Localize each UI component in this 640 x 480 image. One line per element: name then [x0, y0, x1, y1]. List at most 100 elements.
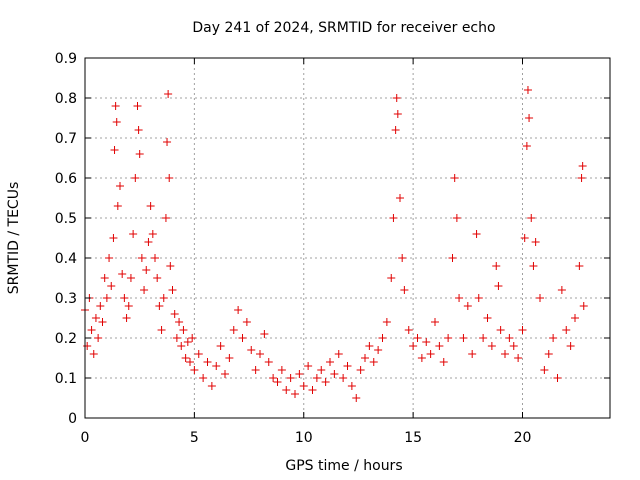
data-point: [181, 354, 190, 362]
data-point: [523, 86, 532, 94]
y-tick-label: 0.3: [55, 291, 77, 307]
data-point: [317, 366, 326, 374]
data-point: [452, 214, 461, 222]
data-point: [165, 174, 174, 182]
data-point: [113, 202, 122, 210]
data-point: [190, 366, 199, 374]
data-point: [116, 182, 124, 190]
x-tick-label: 15: [404, 430, 422, 446]
data-point: [522, 142, 531, 150]
data-point: [531, 238, 540, 246]
data-point: [422, 338, 431, 346]
y-tick-label: 0.4: [55, 251, 77, 267]
data-point: [161, 214, 170, 222]
data-point: [295, 370, 304, 378]
data-point: [557, 286, 566, 294]
data-point: [431, 318, 439, 326]
data-point: [553, 374, 562, 382]
data-point: [514, 354, 523, 362]
data-point: [518, 326, 527, 334]
data-point: [505, 334, 514, 342]
data-point: [487, 342, 496, 350]
data-point: [391, 126, 400, 134]
data-point: [286, 374, 295, 382]
data-point: [96, 302, 105, 310]
plot-frame: [84, 57, 611, 419]
data-point: [148, 230, 157, 238]
data-point: [194, 350, 203, 358]
data-point: [393, 110, 402, 118]
data-point: [91, 314, 100, 322]
data-point: [188, 334, 197, 342]
data-point: [501, 350, 509, 358]
data-point: [312, 374, 321, 382]
data-point: [347, 382, 356, 390]
data-point: [339, 374, 348, 382]
x-tick-label: 10: [295, 430, 313, 446]
data-point: [264, 358, 273, 366]
data-point: [146, 202, 155, 210]
data-point: [413, 334, 422, 342]
data-point: [183, 338, 192, 346]
data-point: [389, 214, 398, 222]
y-tick-label: 0.5: [55, 211, 77, 227]
data-point: [374, 346, 383, 354]
data-point: [575, 262, 584, 270]
x-tick-label: 0: [81, 430, 90, 446]
data-point: [177, 342, 186, 350]
x-tick-label: 5: [190, 430, 199, 446]
data-point: [135, 150, 144, 158]
data-point: [417, 354, 426, 362]
data-point: [426, 350, 435, 358]
data-point: [238, 334, 247, 342]
data-point: [299, 382, 308, 390]
data-point: [277, 366, 286, 374]
data-point: [479, 334, 488, 342]
data-point: [170, 310, 179, 318]
data-point: [566, 342, 575, 350]
data-point: [199, 374, 208, 382]
data-point: [234, 306, 243, 314]
data-point: [212, 362, 221, 370]
data-point: [140, 286, 149, 294]
data-point: [102, 294, 111, 302]
data-point: [492, 262, 501, 270]
data-point: [124, 302, 133, 310]
x-tick-label: 20: [514, 430, 532, 446]
data-point: [207, 382, 216, 390]
data-point: [179, 326, 188, 334]
data-point: [110, 146, 119, 154]
y-tick-label: 0.1: [55, 371, 77, 387]
data-point: [151, 254, 159, 262]
data-point: [343, 362, 352, 370]
y-tick-label: 0.2: [55, 331, 77, 347]
data-point: [164, 90, 173, 98]
data-point: [549, 334, 558, 342]
data-point: [260, 330, 269, 338]
data-point: [105, 254, 114, 262]
data-point: [562, 326, 571, 334]
data-point: [404, 326, 413, 334]
data-point: [242, 318, 251, 326]
data-point: [455, 294, 464, 302]
data-point: [282, 386, 291, 394]
data-point: [396, 194, 404, 202]
data-point: [175, 318, 184, 326]
data-point: [361, 354, 369, 362]
data-point: [203, 358, 212, 366]
data-point: [291, 390, 299, 398]
data-point: [579, 302, 588, 310]
data-point: [126, 274, 135, 282]
data-point: [392, 94, 401, 102]
data-point: [94, 334, 103, 342]
data-point: [409, 342, 418, 350]
data-point: [435, 342, 444, 350]
data-point: [536, 294, 544, 302]
data-point: [172, 334, 181, 342]
data-point: [256, 350, 264, 358]
data-point: [144, 238, 153, 246]
data-point: [496, 326, 505, 334]
data-point: [273, 378, 282, 386]
data-point: [109, 234, 118, 242]
